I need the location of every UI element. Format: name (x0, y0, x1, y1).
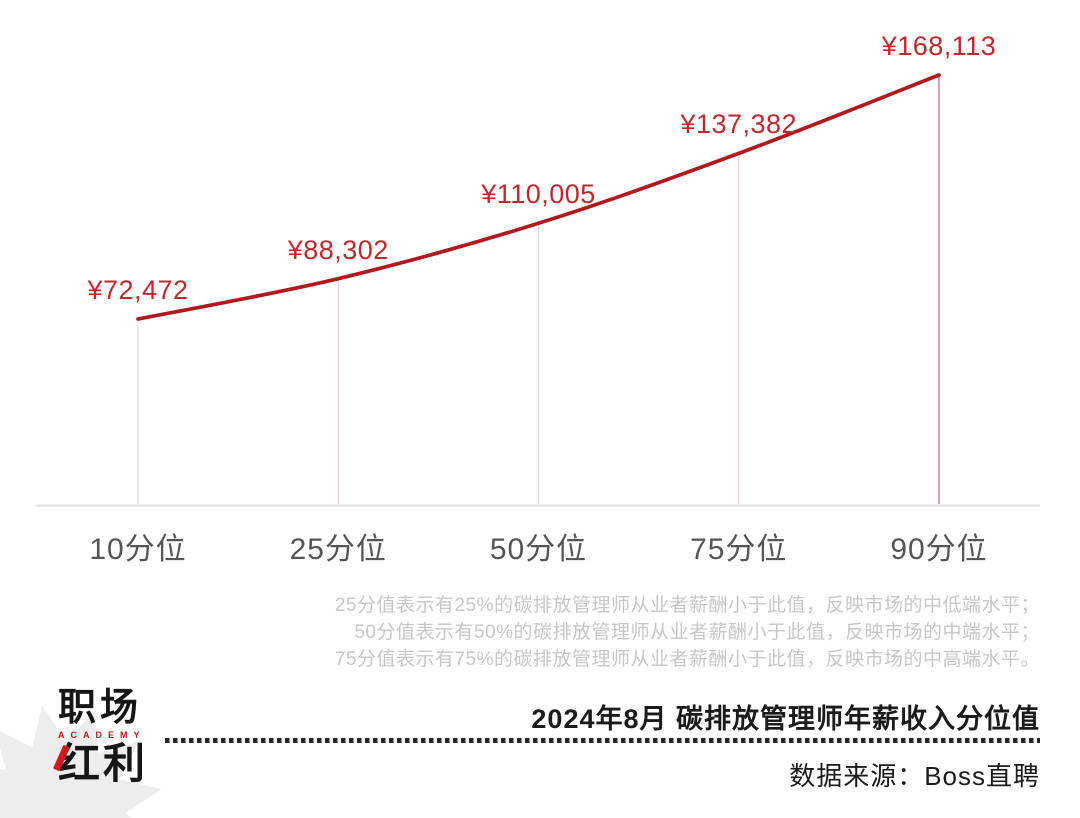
chart-canvas (36, 73, 1040, 507)
chart-title: 2024年8月 碳排放管理师年薪收入分位值 (531, 704, 1040, 734)
starburst-shape (0, 705, 162, 818)
tick-label-0: 10分位 (89, 533, 187, 566)
tick-label-2: 50分位 (489, 533, 588, 566)
tick-label-1: 25分位 (289, 533, 387, 566)
salary-curve (136, 73, 941, 321)
tick-label-4: 90分位 (890, 533, 988, 566)
value-label-4: ¥168,113 (881, 31, 997, 61)
percentile-line-chart: ¥72,472 ¥88,302 ¥110,005 ¥137,382 ¥168,113 1… (36, 31, 1040, 566)
logo-text-academy: ACADEMY (58, 730, 146, 740)
zhichang-hongli-logo: 职场 ACADEMY 红利 (53, 687, 149, 787)
dotted-divider (165, 738, 1040, 743)
footnote-line: 75分值表示有75%的碳排放管理师从业者薪酬小于此值，反映市场的中高端水平。 (334, 649, 1040, 670)
footnote-line: 50分值表示有50%的碳排放管理师从业者薪酬小于此值，反映市场的中端水平； (354, 622, 1040, 643)
value-label-3: ¥137,382 (680, 109, 798, 140)
percentile-explanation: 25分值表示有25%的碳排放管理师从业者薪酬小于此值，反映市场的中低端水平； 5… (335, 592, 1040, 673)
value-label-2: ¥110,005 (481, 179, 596, 210)
logo-text-bottom: 红利 (53, 740, 149, 787)
footnote-line: 25分值表示有25%的碳排放管理师从业者薪酬小于此值，反映市场的中低端水平； (334, 595, 1040, 616)
tick-label-3: 75分位 (690, 533, 788, 566)
logo-text-top: 职场 (58, 687, 143, 729)
value-label-1: ¥88,302 (287, 234, 389, 265)
starburst-decoration (0, 705, 162, 818)
logo-bottom-chars: 红利 (58, 740, 149, 787)
data-source: 数据来源：Boss直聘 (789, 761, 1040, 791)
value-label-0: ¥72,472 (87, 275, 189, 306)
